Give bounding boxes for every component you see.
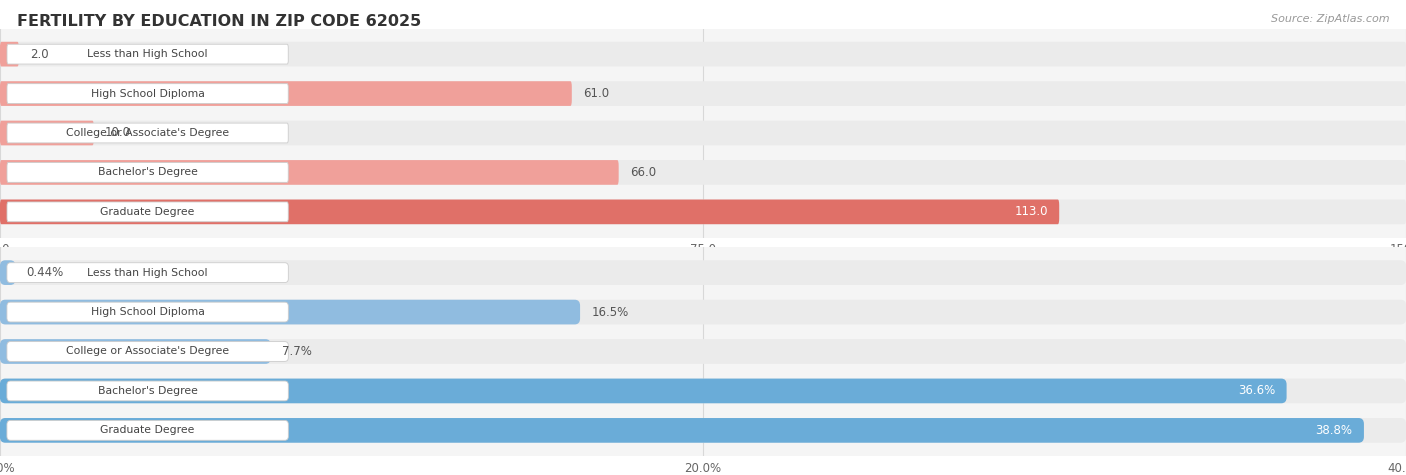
FancyBboxPatch shape	[0, 260, 1406, 285]
FancyBboxPatch shape	[0, 339, 1406, 364]
Text: High School Diploma: High School Diploma	[91, 307, 204, 317]
Text: Less than High School: Less than High School	[87, 49, 208, 59]
Text: 113.0: 113.0	[1015, 205, 1047, 218]
Text: 36.6%: 36.6%	[1239, 384, 1275, 398]
Text: Graduate Degree: Graduate Degree	[100, 207, 195, 217]
FancyBboxPatch shape	[0, 260, 15, 285]
Text: Bachelor's Degree: Bachelor's Degree	[97, 386, 198, 396]
FancyBboxPatch shape	[0, 300, 581, 324]
FancyBboxPatch shape	[0, 121, 1406, 145]
Text: 2.0: 2.0	[30, 48, 49, 61]
Text: FERTILITY BY EDUCATION IN ZIP CODE 62025: FERTILITY BY EDUCATION IN ZIP CODE 62025	[17, 14, 422, 29]
FancyBboxPatch shape	[0, 379, 1406, 403]
Text: 66.0: 66.0	[630, 166, 657, 179]
FancyBboxPatch shape	[0, 160, 1406, 185]
Text: 10.0: 10.0	[105, 126, 131, 140]
Text: 38.8%: 38.8%	[1316, 424, 1353, 437]
FancyBboxPatch shape	[7, 420, 288, 440]
Text: Less than High School: Less than High School	[87, 267, 208, 277]
FancyBboxPatch shape	[0, 200, 1406, 224]
Text: College or Associate's Degree: College or Associate's Degree	[66, 346, 229, 357]
FancyBboxPatch shape	[7, 202, 288, 222]
FancyBboxPatch shape	[0, 81, 572, 106]
FancyBboxPatch shape	[7, 302, 288, 322]
Text: 16.5%: 16.5%	[591, 305, 628, 319]
Text: 7.7%: 7.7%	[281, 345, 312, 358]
Text: 61.0: 61.0	[583, 87, 609, 100]
FancyBboxPatch shape	[0, 300, 1406, 324]
FancyBboxPatch shape	[0, 81, 1406, 106]
FancyBboxPatch shape	[7, 381, 288, 401]
FancyBboxPatch shape	[0, 42, 18, 66]
FancyBboxPatch shape	[0, 418, 1406, 443]
FancyBboxPatch shape	[7, 342, 288, 361]
FancyBboxPatch shape	[0, 418, 1364, 443]
FancyBboxPatch shape	[0, 379, 1286, 403]
FancyBboxPatch shape	[0, 121, 94, 145]
Text: High School Diploma: High School Diploma	[91, 88, 204, 99]
Text: 0.44%: 0.44%	[27, 266, 63, 279]
FancyBboxPatch shape	[7, 263, 288, 283]
Text: Bachelor's Degree: Bachelor's Degree	[97, 167, 198, 178]
FancyBboxPatch shape	[7, 44, 288, 64]
FancyBboxPatch shape	[7, 84, 288, 104]
Text: Source: ZipAtlas.com: Source: ZipAtlas.com	[1271, 14, 1389, 24]
Text: College or Associate's Degree: College or Associate's Degree	[66, 128, 229, 138]
FancyBboxPatch shape	[7, 162, 288, 182]
FancyBboxPatch shape	[0, 200, 1059, 224]
FancyBboxPatch shape	[0, 42, 1406, 66]
FancyBboxPatch shape	[7, 123, 288, 143]
FancyBboxPatch shape	[0, 160, 619, 185]
Text: Graduate Degree: Graduate Degree	[100, 426, 195, 436]
FancyBboxPatch shape	[0, 339, 271, 364]
